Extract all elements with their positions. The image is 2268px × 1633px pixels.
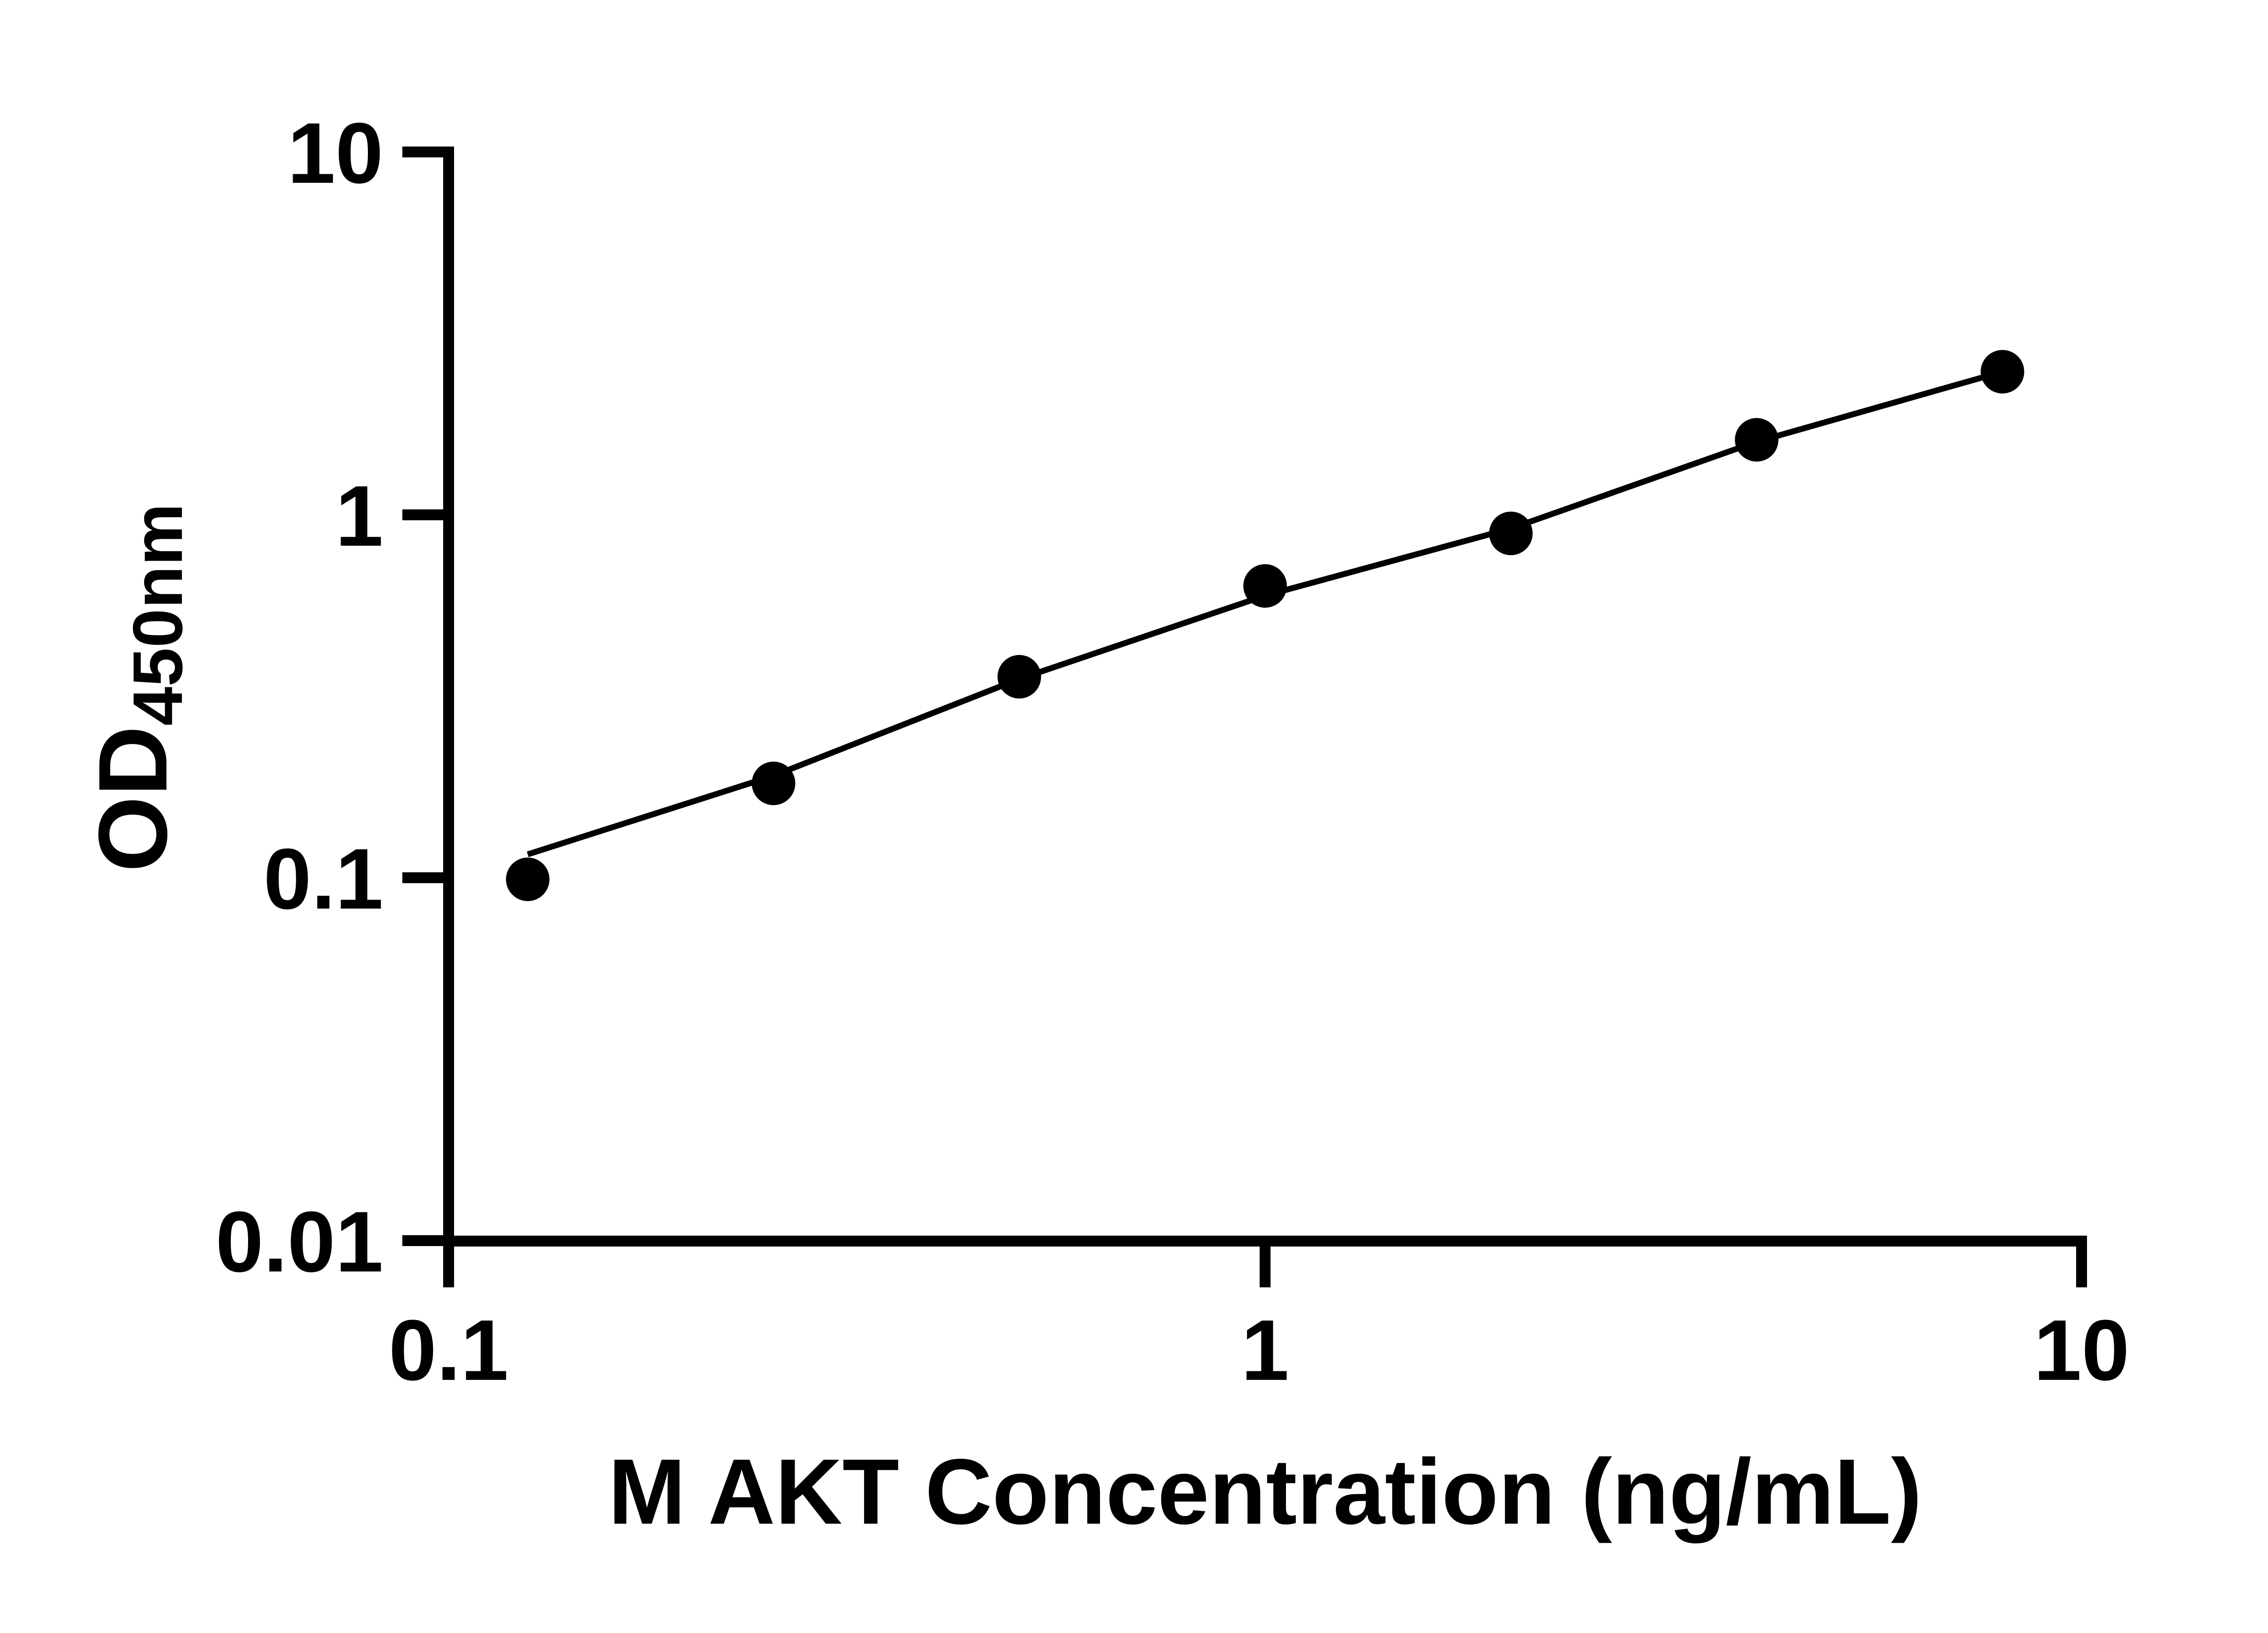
y-tick-label: 0.1 — [263, 831, 383, 927]
x-axis-title: M AKT Concentration (ng/mL) — [608, 1440, 1922, 1544]
data-point — [1735, 418, 1779, 462]
x-tick-label: 0.1 — [388, 1302, 509, 1398]
y-tick-label: 0.01 — [215, 1194, 383, 1290]
y-axis-title-main: OD — [78, 725, 187, 872]
fit-line — [527, 369, 2004, 857]
data-point — [1489, 511, 1533, 555]
y-axis-title-subscript: 450nm — [118, 503, 197, 726]
y-axis-title: OD450nm — [78, 503, 206, 872]
data-point — [752, 761, 796, 805]
y-tick-label: 10 — [287, 105, 383, 201]
y-tick-label: 1 — [335, 468, 383, 564]
x-tick-label: 1 — [1241, 1302, 1289, 1398]
data-point — [506, 857, 550, 901]
x-tick-label: 10 — [2033, 1302, 2130, 1398]
data-point — [1980, 350, 2024, 394]
data-point — [1243, 564, 1287, 608]
data-point — [997, 655, 1041, 699]
